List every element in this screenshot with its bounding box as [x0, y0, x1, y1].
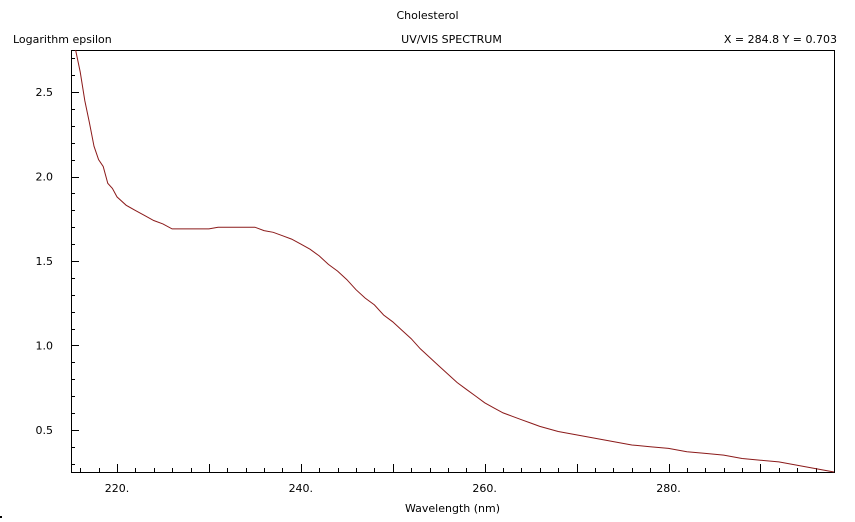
axis-ticks: [71, 58, 835, 472]
plot-title: UV/VIS SPECTRUM: [401, 33, 502, 46]
cursor-readout: X = 284.8 Y = 0.703: [723, 33, 837, 46]
x-tick-label: 260.: [472, 482, 497, 495]
x-tick-label: 220.: [105, 482, 130, 495]
y-tick-label: 0.5: [36, 424, 54, 437]
y-axis-label: Logarithm epsilon: [13, 33, 112, 46]
x-tick-label: 280.: [656, 482, 681, 495]
y-tick-label: 2.5: [36, 86, 54, 99]
x-tick-label: 240.: [289, 482, 314, 495]
y-tick-label: 1.0: [36, 339, 54, 352]
y-tick-label: 2.0: [36, 171, 54, 184]
plot-frame: [71, 50, 835, 473]
x-axis-label: Wavelength (nm): [404, 502, 501, 515]
y-tick-label: 1.5: [36, 255, 54, 268]
spectrum-line: [75, 49, 835, 473]
axis-tick-labels: 220. 240. 260. 280. 0.5 1.0 1.5 2.0 2.5: [36, 86, 681, 495]
compound-name: Cholesterol: [396, 9, 459, 22]
corner-marker: [0, 516, 2, 518]
